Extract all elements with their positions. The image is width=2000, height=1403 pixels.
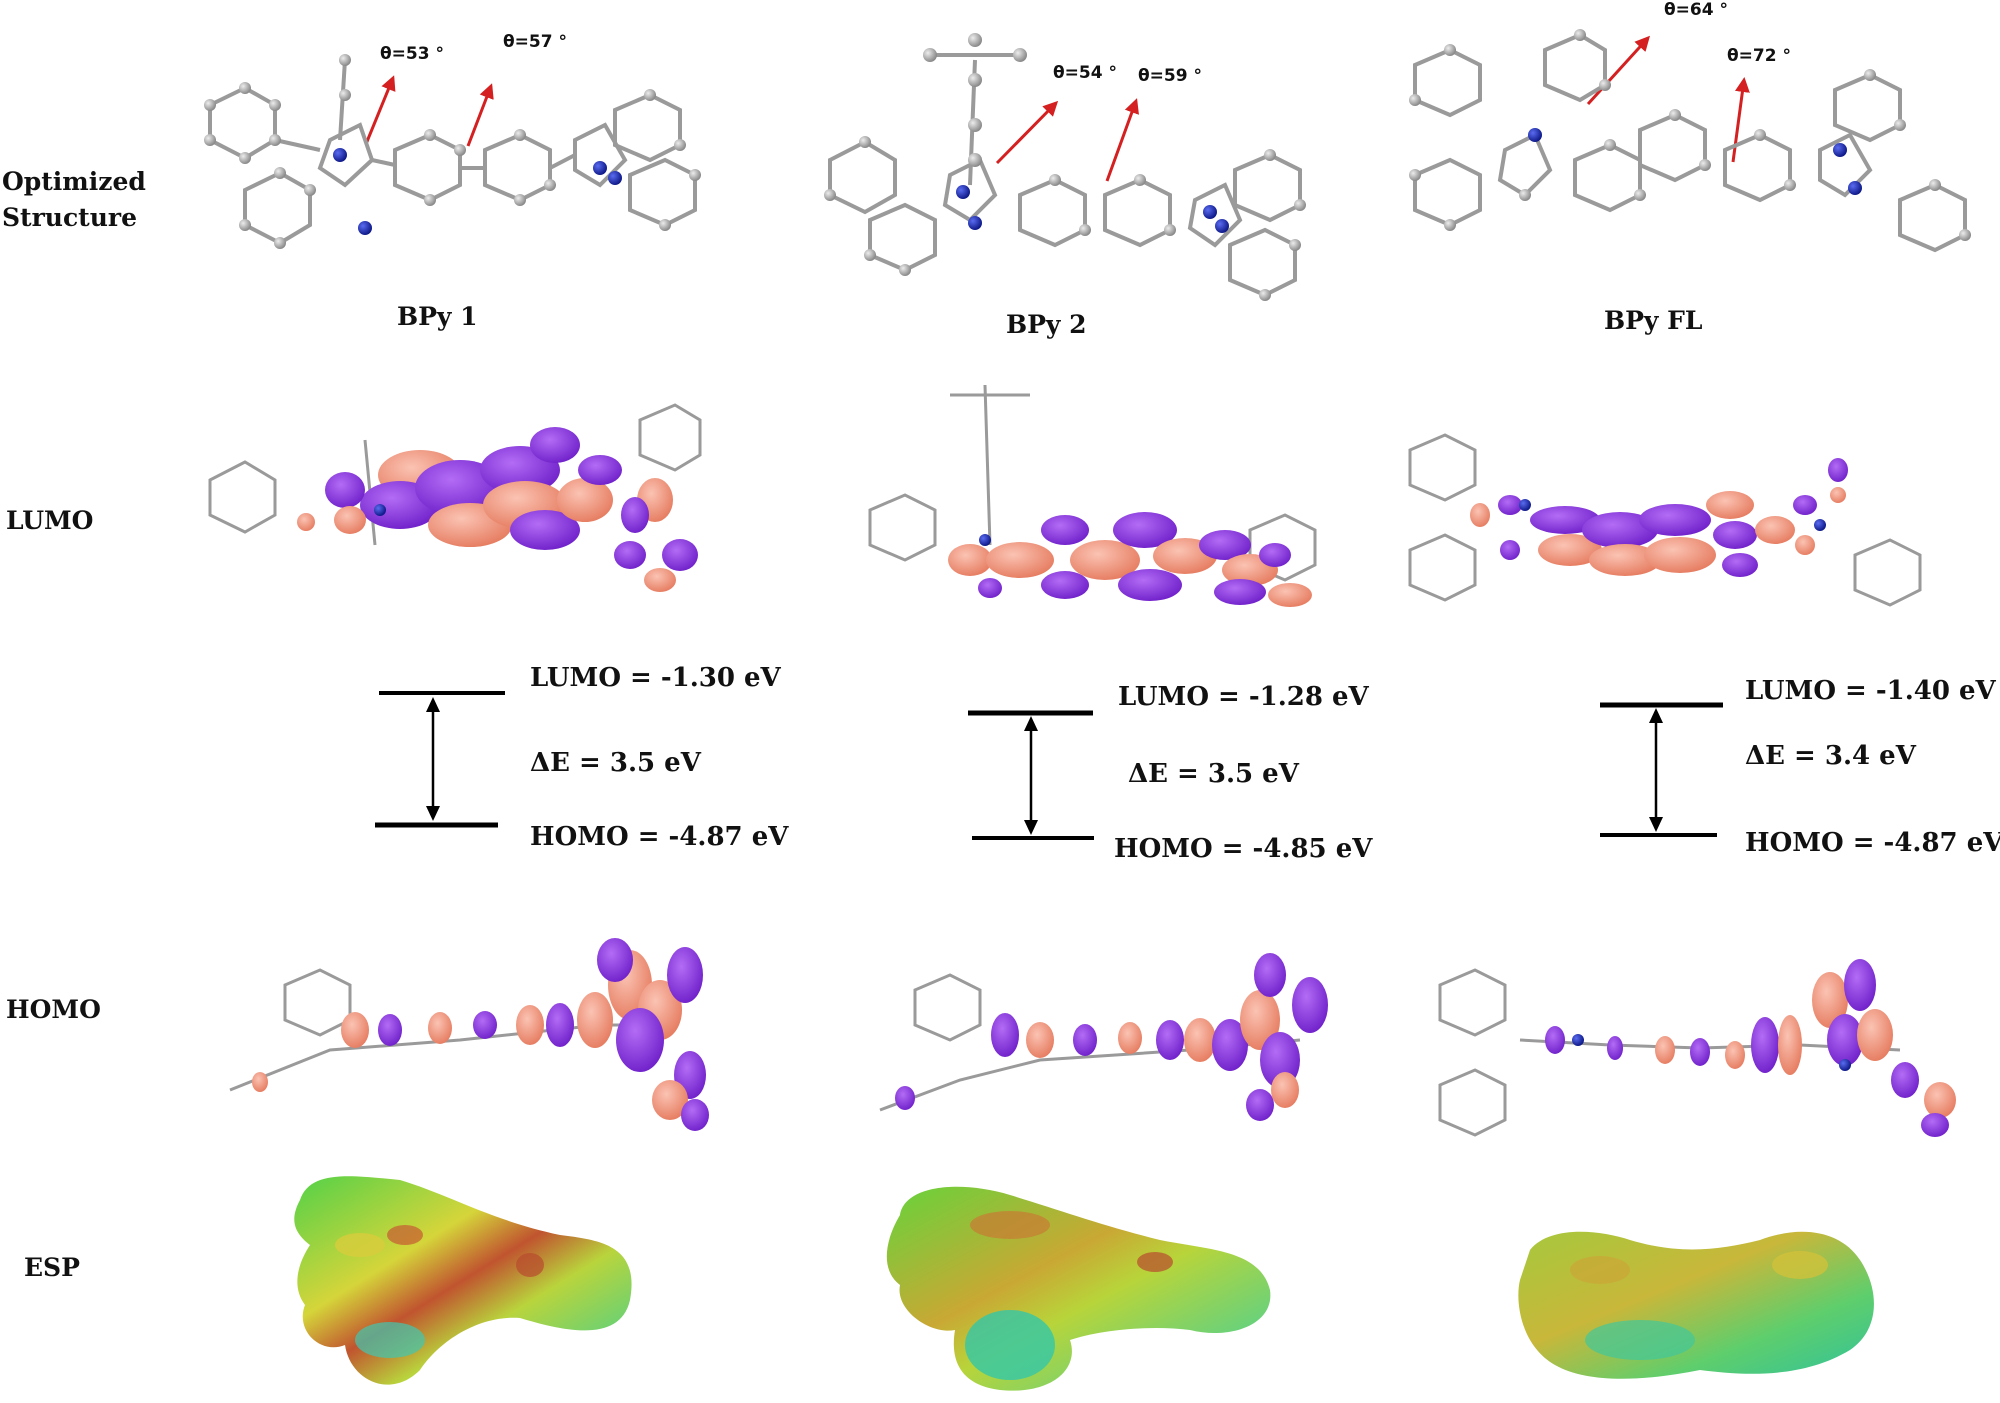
structure-bpy2-atoms	[824, 33, 1306, 301]
lumo-orbital-bpy2	[868, 384, 1317, 607]
homo-orbital-bpy2	[879, 953, 1328, 1121]
homo-energy-bpyfl: HOMO = -4.87 eV	[1745, 828, 2000, 858]
gap-arrowhead-up-bpy2	[1024, 716, 1038, 731]
angle-label-bpyfl-b: θ=72 °	[1727, 46, 1791, 66]
torsion-arrow-bpy2-a	[995, 100, 1059, 165]
homo-energy-bpy2: HOMO = -4.85 eV	[1114, 834, 1373, 864]
lumo-energy-bpy1: LUMO = -1.30 eV	[530, 663, 781, 693]
structure-bpy1	[208, 59, 697, 246]
energy-levels-bpyfl	[1600, 702, 1723, 837]
esp-surface-bpy1	[294, 1176, 632, 1385]
gap-energy-bpy1: ΔE = 3.5 eV	[530, 748, 701, 778]
torsion-arrow-bpy2-b	[1105, 98, 1139, 182]
gap-arrowhead-down-bpyfl	[1649, 817, 1663, 832]
angle-label-bpy2-b: θ=59 °	[1138, 66, 1202, 86]
gap-energy-bpyfl: ΔE = 3.4 eV	[1745, 741, 1916, 771]
torsion-arrow-bpyfl-a	[1586, 35, 1651, 106]
structure-bpy1-atoms	[204, 54, 701, 249]
gap-arrowhead-up-bpy1	[426, 697, 440, 712]
gap-arrowhead-down-bpy2	[1024, 820, 1038, 835]
homo-orbital-bpyfl	[1438, 959, 1956, 1137]
molecule-name-bpy2: BPy 2	[1006, 310, 1087, 339]
lumo-energy-bpyfl: LUMO = -1.40 eV	[1745, 676, 1996, 706]
energy-levels-bpy1	[375, 691, 505, 828]
row-label-optimized-line1: Optimized	[2, 167, 146, 196]
angle-label-bpy1-b: θ=57 °	[503, 32, 567, 52]
molecule-name-bpyfl: BPy FL	[1604, 306, 1703, 335]
gap-arrowhead-down-bpy1	[426, 806, 440, 821]
angle-label-bpyfl-a: θ=64 °	[1664, 0, 1728, 20]
homo-orbital-bpy1	[229, 938, 709, 1131]
row-label-homo: HOMO	[6, 995, 101, 1024]
angle-label-bpy2-a: θ=54 °	[1053, 63, 1117, 83]
row-label-optimized-line2: Structure	[2, 203, 137, 232]
gap-arrowhead-up-bpyfl	[1649, 708, 1663, 723]
homo-energy-bpy1: HOMO = -4.87 eV	[530, 822, 789, 852]
lumo-orbital-bpy1	[208, 403, 702, 592]
torsion-arrow-bpy1-a	[364, 75, 396, 145]
esp-surface-bpy2	[886, 1186, 1271, 1391]
torsion-arrow-bpy1-b	[466, 83, 494, 147]
torsion-arrow-bpyfl-b	[1731, 77, 1750, 163]
torsion-arrows	[364, 35, 1750, 182]
row-label-optimized-structure: Optimized Structure	[2, 164, 146, 236]
energy-levels-bpy2	[968, 710, 1094, 840]
lumo-energy-bpy2: LUMO = -1.28 eV	[1118, 682, 1369, 712]
esp-surface-bpyfl	[1518, 1231, 1874, 1379]
structure-bpyfl-atoms	[1409, 29, 1971, 241]
lumo-orbital-bpyfl	[1408, 433, 1922, 607]
row-label-lumo: LUMO	[6, 506, 94, 535]
angle-label-bpy1-a: θ=53 °	[380, 44, 444, 64]
gap-energy-bpy2: ΔE = 3.5 eV	[1128, 759, 1299, 789]
row-label-esp: ESP	[24, 1253, 80, 1282]
structure-bpyfl	[1413, 32, 1967, 253]
structure-bpy2	[828, 53, 1302, 298]
molecule-name-bpy1: BPy 1	[397, 302, 478, 331]
